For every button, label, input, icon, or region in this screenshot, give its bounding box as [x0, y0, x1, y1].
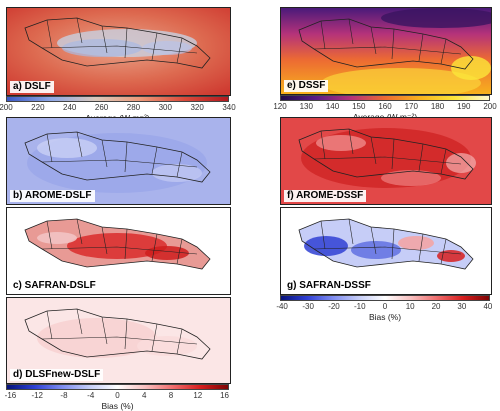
colorbar-gradient	[280, 295, 490, 301]
tick-label: -40	[276, 302, 288, 311]
map-panel-c: c) SAFRAN-DSLF	[6, 207, 231, 295]
map-c	[7, 208, 230, 294]
colorbar-title: Bias (%)	[368, 312, 402, 322]
map-panel-g: g) SAFRAN-DSSF	[280, 207, 492, 295]
map-panel-d: d) DLSFnew-DSLF	[6, 297, 231, 384]
tick-label: -8	[60, 391, 68, 400]
region-outline	[24, 131, 211, 183]
map-panel-f: f) AROME-DSSF	[280, 117, 492, 205]
colorbar-dssf-bias: -40 -30 -20 -10 0 10 20 30 40 Bias (%)	[276, 295, 493, 322]
map-panel-a: a) DSLF	[6, 7, 231, 96]
tick-label: 240	[63, 103, 77, 112]
map-f	[281, 118, 491, 204]
tick-label: -4	[87, 391, 95, 400]
colorbar-dslf-bias: -16 -12 -8 -4 0 4 8 12 16 Bias (%)	[4, 384, 229, 411]
region-outline	[298, 128, 474, 180]
tick-label: 12	[193, 391, 203, 400]
map-b	[7, 118, 230, 204]
tick-label: 280	[126, 103, 141, 112]
tick-label: 200	[0, 103, 13, 112]
tick-label: 4	[142, 391, 147, 400]
tick-label: 40	[483, 302, 493, 311]
tick-label: -12	[31, 391, 43, 400]
tick-label: 120	[273, 102, 287, 111]
region-outline	[298, 18, 474, 70]
tick-label: 140	[325, 102, 340, 111]
region-outline	[24, 218, 211, 270]
colorbar-title: Bias (%)	[101, 401, 134, 411]
region-outline	[298, 218, 474, 270]
tick-label: 220	[31, 103, 45, 112]
colorbar-gradient	[6, 96, 229, 102]
tick-label: -20	[328, 302, 340, 311]
tick-label: 30	[457, 302, 467, 311]
map-d	[7, 298, 230, 383]
tick-label: -30	[302, 302, 314, 311]
tick-label: -16	[4, 391, 17, 400]
tick-label: 320	[190, 103, 204, 112]
tick-label: 10	[405, 302, 415, 311]
panel-label-e: e) DSSF	[284, 80, 329, 92]
tick-label: 20	[431, 302, 441, 311]
panel-label-c: c) SAFRAN-DSLF	[10, 280, 99, 292]
tick-label: 130	[299, 102, 313, 111]
tick-label: 190	[457, 102, 471, 111]
tick-label: 340	[222, 103, 236, 112]
map-a	[7, 8, 230, 95]
tick-label: -10	[354, 302, 366, 311]
map-g	[281, 208, 491, 294]
region-outline	[24, 308, 211, 360]
tick-label: 0	[115, 391, 120, 400]
map-e	[281, 8, 491, 94]
tick-label: 160	[378, 102, 392, 111]
tick-label: 260	[94, 103, 109, 112]
panel-label-b: b) AROME-DSLF	[10, 190, 95, 202]
tick-label: 200	[483, 102, 497, 111]
panel-label-a: a) DSLF	[10, 81, 54, 93]
map-panel-b: b) AROME-DSLF	[6, 117, 231, 205]
tick-label: 150	[352, 102, 366, 111]
tick-label: 0	[382, 302, 388, 311]
tick-label: 300	[158, 103, 172, 112]
region-outline	[24, 17, 211, 69]
panel-label-d: d) DLSFnew-DSLF	[10, 369, 104, 381]
colorbar-gradient	[280, 95, 490, 101]
panel-label-g: g) SAFRAN-DSSF	[284, 280, 374, 292]
map-panel-e: e) DSSF	[280, 7, 492, 95]
panel-label-f: f) AROME-DSSF	[284, 190, 367, 202]
tick-label: 180	[430, 102, 445, 111]
tick-label: 170	[404, 102, 418, 111]
tick-label: 8	[168, 391, 174, 400]
tick-label: 16	[220, 391, 229, 400]
colorbar-gradient	[6, 384, 229, 390]
